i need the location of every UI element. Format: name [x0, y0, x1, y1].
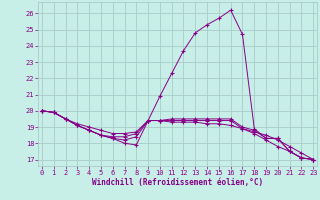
X-axis label: Windchill (Refroidissement éolien,°C): Windchill (Refroidissement éolien,°C) — [92, 178, 263, 187]
